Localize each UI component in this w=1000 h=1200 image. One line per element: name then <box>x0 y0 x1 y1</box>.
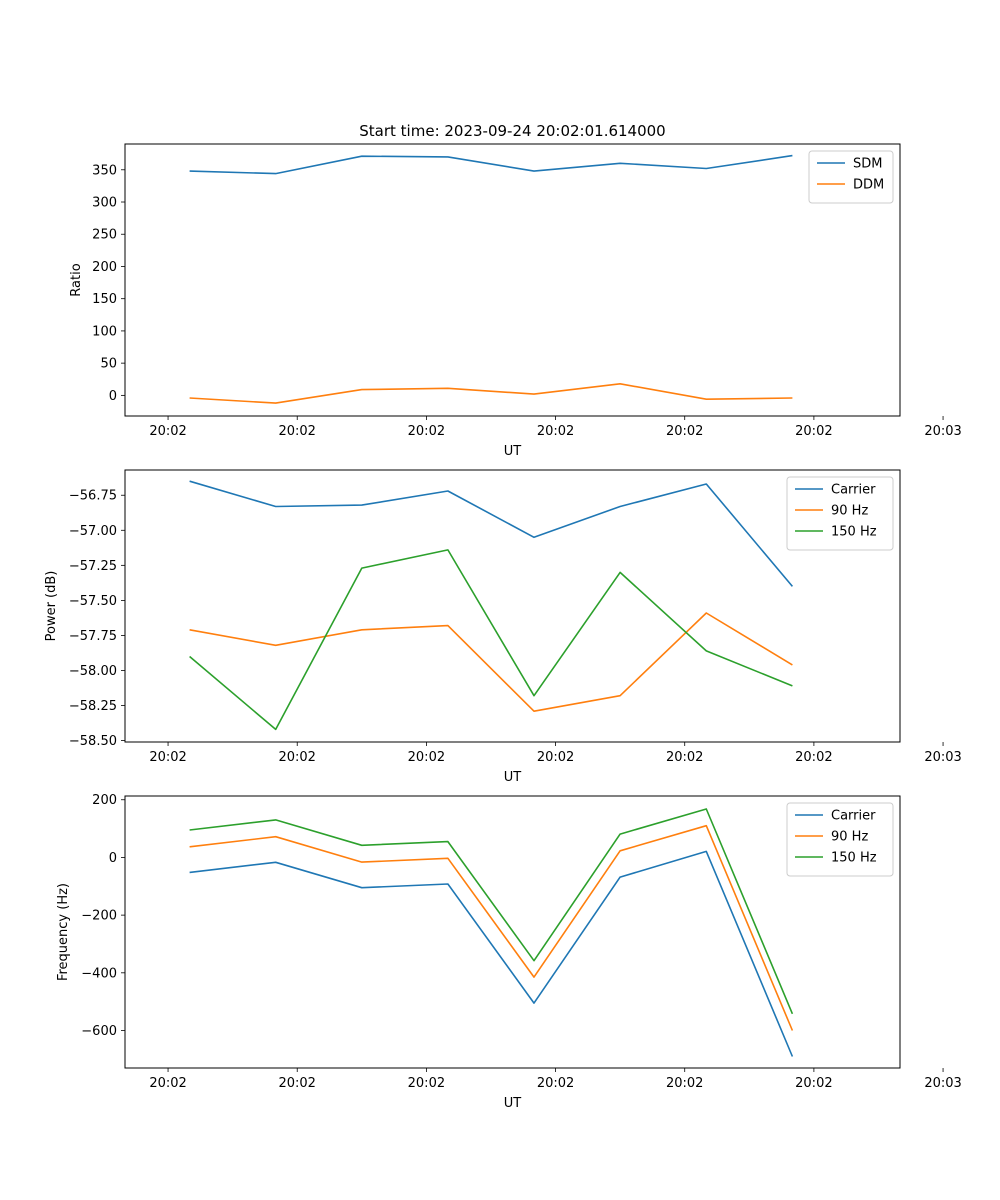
y-tick-label: −57.50 <box>69 594 117 609</box>
x-tick-label: 20:03 <box>924 750 961 765</box>
x-tick-label: 20:03 <box>924 1076 961 1091</box>
x-tick-label: 20:02 <box>149 424 186 439</box>
legend-label: Carrier <box>831 483 876 498</box>
legend-box <box>808 150 894 204</box>
series-line-90-hz <box>189 612 793 713</box>
legend-label: 90 Hz <box>831 504 868 519</box>
panel-2: 20:02 20:02 20:02 20:02 20:02 20:02 20:03 −58.5… <box>44 469 962 785</box>
x-tick-label: 20:02 <box>278 1076 315 1091</box>
legend: Carrier 90 Hz 150 Hz <box>786 802 894 877</box>
x-tick-label: 20:02 <box>666 750 703 765</box>
y-tick-label: 100 <box>92 324 117 339</box>
x-tick-label: 20:02 <box>666 1076 703 1091</box>
legend-label: Carrier <box>831 809 876 824</box>
y-tick-label: −200 <box>81 909 117 924</box>
x-tick-label: 20:02 <box>149 750 186 765</box>
series-line-150-hz <box>189 808 794 1015</box>
x-tick-label: 20:02 <box>408 750 445 765</box>
x-tick-label: 20:02 <box>278 424 315 439</box>
chart-title: Start time: 2023-09-24 20:02:01.614000 <box>359 122 665 140</box>
series-line-150-hz <box>189 549 793 731</box>
y-axis-label: Frequency (Hz) <box>56 883 71 981</box>
y-tick-label: −56.75 <box>69 489 117 504</box>
legend-label: 90 Hz <box>831 830 868 845</box>
y-axis-label: Ratio <box>69 263 84 296</box>
x-tick-label: 20:02 <box>795 1076 832 1091</box>
legend-label: 150 Hz <box>831 851 877 866</box>
series-line-carrier <box>189 850 794 1057</box>
x-axis-label: UT <box>504 1096 522 1111</box>
y-tick-label: 300 <box>92 196 117 211</box>
legend: Carrier 90 Hz 150 Hz <box>786 476 894 551</box>
series-line-carrier <box>189 480 794 587</box>
y-tick-label: −57.00 <box>69 524 117 539</box>
x-axis-label: UT <box>504 444 522 459</box>
y-tick-label: 250 <box>92 228 117 243</box>
axes-frame <box>124 143 901 417</box>
panel-1: Start time: 2023-09-24 20:02:01.614000 20… <box>69 122 962 459</box>
x-tick-label: 20:02 <box>278 750 315 765</box>
y-tick-label: −57.75 <box>69 629 117 644</box>
y-tick-label: −600 <box>81 1024 117 1039</box>
x-tick-label: 20:02 <box>666 424 703 439</box>
axes-frame <box>124 469 901 743</box>
y-axis-label: Power (dB) <box>44 571 59 642</box>
series-line-sdm <box>189 154 793 175</box>
legend-label: 150 Hz <box>831 525 877 540</box>
series-line-90-hz <box>189 824 794 1031</box>
x-tick-label: 20:02 <box>408 424 445 439</box>
x-tick-label: 20:02 <box>537 424 574 439</box>
series-line-ddm <box>189 382 793 404</box>
x-tick-label: 20:02 <box>795 750 832 765</box>
y-tick-label: −58.50 <box>69 734 117 749</box>
axes-frame <box>124 795 901 1069</box>
x-tick-label: 20:02 <box>537 1076 574 1091</box>
x-tick-label: 20:02 <box>149 1076 186 1091</box>
panel-3: 20:02 20:02 20:02 20:02 20:02 20:02 20:03 −600 −… <box>56 793 962 1111</box>
x-tick-label: 20:03 <box>924 424 961 439</box>
y-tick-label: 0 <box>109 851 117 866</box>
y-tick-label: 150 <box>92 292 117 307</box>
y-tick-label: 50 <box>100 357 117 372</box>
legend-label: DDM <box>853 178 884 193</box>
y-tick-label: 200 <box>92 260 117 275</box>
legend: SDM DDM <box>808 150 894 204</box>
y-tick-label: 0 <box>109 389 117 404</box>
y-tick-label: −58.25 <box>69 699 117 714</box>
y-tick-label: 200 <box>92 793 117 808</box>
x-tick-label: 20:02 <box>795 424 832 439</box>
legend-label: SDM <box>853 157 882 172</box>
x-tick-label: 20:02 <box>408 1076 445 1091</box>
y-tick-label: −58.00 <box>69 664 117 679</box>
y-tick-label: −400 <box>81 966 117 981</box>
x-tick-label: 20:02 <box>537 750 574 765</box>
y-tick-label: −57.25 <box>69 559 117 574</box>
y-tick-label: 350 <box>92 163 117 178</box>
x-axis-label: UT <box>504 770 522 785</box>
